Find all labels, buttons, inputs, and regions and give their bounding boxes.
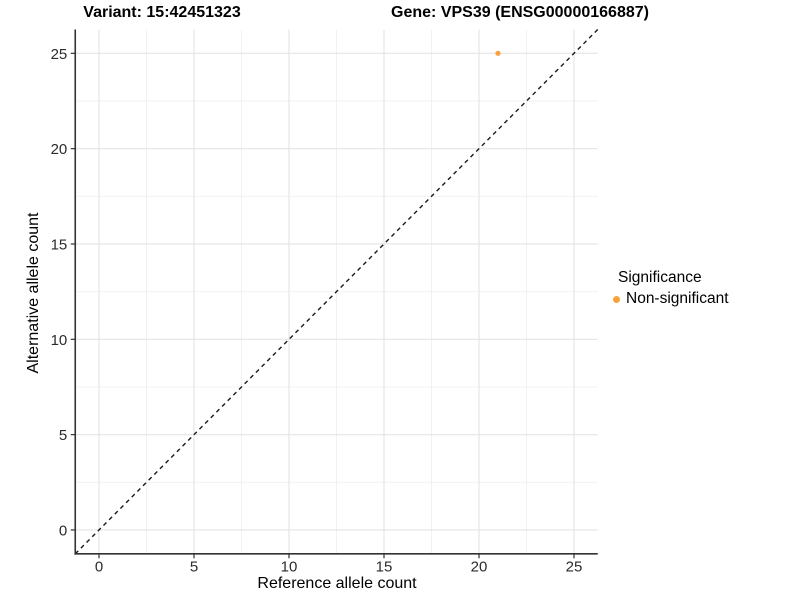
minor-gridlines — [75, 29, 598, 554]
gene-title: Gene: VPS39 (ENSG00000166887) — [391, 4, 649, 21]
axis-ticks — [70, 52, 575, 559]
x-tick-label: 0 — [95, 558, 103, 575]
x-tick-label: 25 — [566, 558, 583, 575]
y-tick-label: 0 — [59, 522, 67, 539]
x-tick-label: 5 — [190, 558, 198, 575]
y-tick-label: 15 — [51, 236, 68, 253]
identity-line — [74, 29, 599, 555]
tick-labels: 0 5 10 15 20 25 0 5 10 15 20 25 — [51, 46, 583, 575]
legend-point-icon — [613, 295, 620, 303]
x-axis-title: Reference allele count — [257, 575, 417, 592]
legend-item-non-significant: Non-significant — [612, 290, 729, 308]
legend-title: Significance — [618, 269, 702, 286]
variant-title: Variant: 15:42451323 — [83, 4, 241, 21]
data-points — [495, 50, 501, 56]
y-axis-title: Alternative allele count — [25, 212, 42, 374]
y-tick-label: 20 — [51, 141, 68, 158]
y-tick-label: 25 — [51, 46, 68, 63]
x-tick-label: 20 — [471, 558, 488, 575]
x-tick-label: 10 — [281, 558, 298, 575]
x-tick-label: 15 — [376, 558, 393, 575]
y-tick-label: 10 — [51, 332, 68, 349]
data-point — [495, 50, 501, 56]
legend: Significance Non-significant — [612, 269, 729, 308]
y-tick-label: 5 — [59, 427, 67, 444]
major-gridlines — [75, 29, 598, 554]
legend-item-label: Non-significant — [626, 290, 729, 307]
